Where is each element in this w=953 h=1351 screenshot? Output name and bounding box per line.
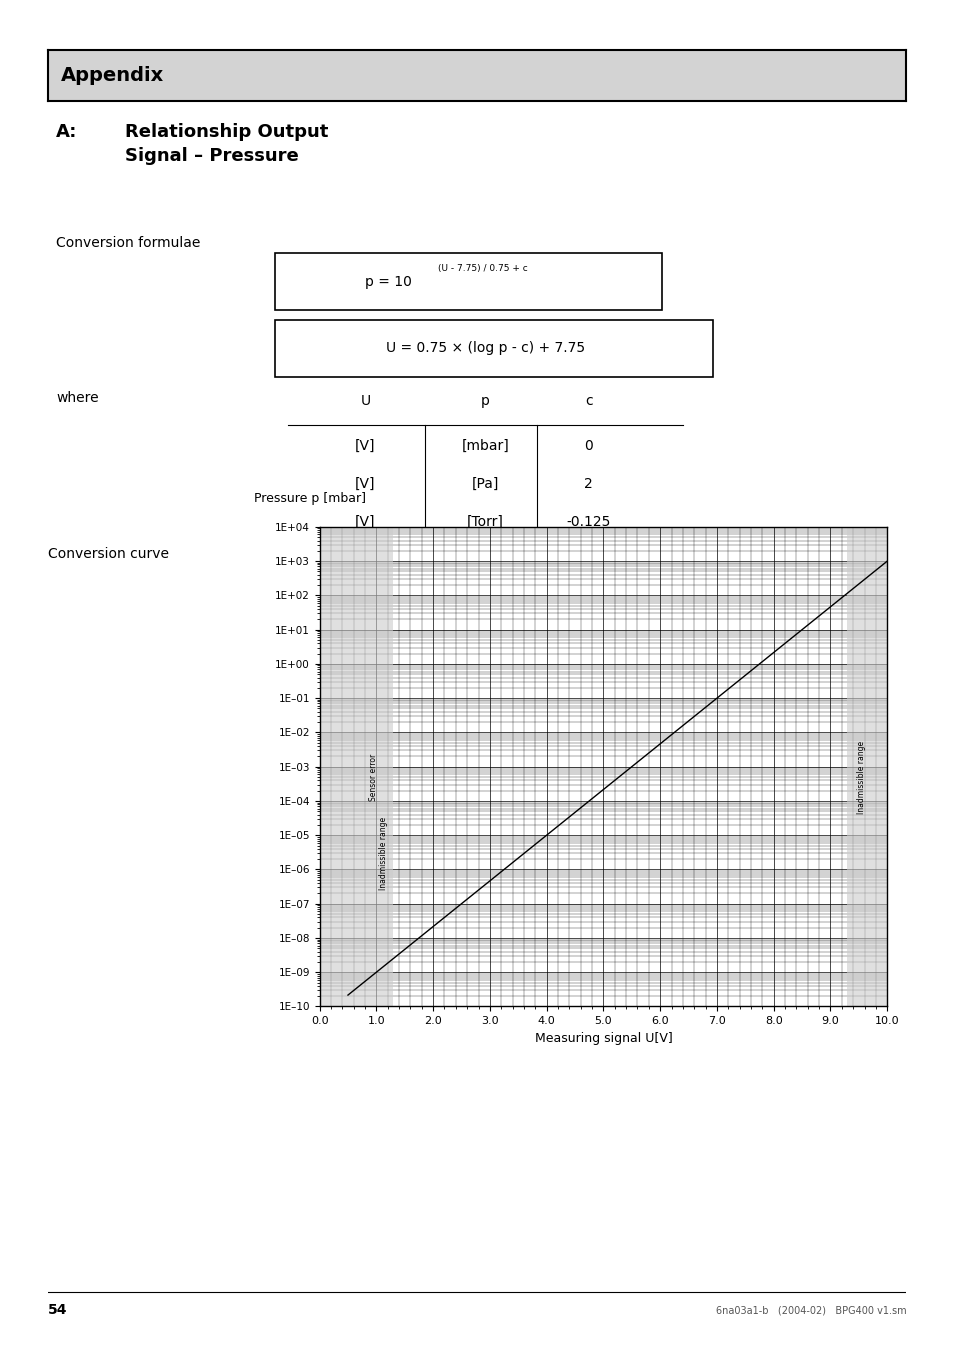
Text: [V]: [V] [355, 439, 375, 453]
Text: Inadmissible range: Inadmissible range [857, 740, 865, 813]
Text: A:: A: [56, 123, 77, 141]
Text: 0: 0 [583, 439, 593, 453]
Text: [V]: [V] [355, 477, 375, 490]
Text: Inadmissible range: Inadmissible range [378, 816, 387, 890]
Text: p = 10: p = 10 [365, 274, 412, 289]
Text: U: U [360, 394, 370, 408]
Text: Conversion curve: Conversion curve [48, 547, 169, 561]
Text: U = 0.75 × (log p - c) + 7.75: U = 0.75 × (log p - c) + 7.75 [386, 342, 584, 355]
Text: Relationship Output
Signal – Pressure: Relationship Output Signal – Pressure [125, 123, 328, 165]
Text: c: c [584, 394, 592, 408]
Text: [Pa]: [Pa] [472, 477, 498, 490]
Text: [mbar]: [mbar] [461, 439, 509, 453]
Text: 6na03a1-b   (2004-02)   BPG400 v1.sm: 6na03a1-b (2004-02) BPG400 v1.sm [715, 1305, 905, 1316]
Text: where: where [56, 392, 99, 405]
Text: [V]: [V] [355, 515, 375, 530]
Text: 2: 2 [583, 477, 593, 490]
Text: Pressure p [mbar]: Pressure p [mbar] [254, 492, 366, 505]
X-axis label: Measuring signal U[V]: Measuring signal U[V] [534, 1032, 672, 1044]
Bar [846, 527, 886, 1006]
Bar [319, 527, 393, 1006]
Text: Appendix: Appendix [61, 66, 164, 85]
Text: Sensor error: Sensor error [369, 754, 377, 801]
FancyBboxPatch shape [274, 320, 713, 377]
Text: (U - 7.75) / 0.75 + c: (U - 7.75) / 0.75 + c [437, 265, 528, 273]
Text: Conversion formulae: Conversion formulae [56, 235, 200, 250]
Text: [Torr]: [Torr] [467, 515, 503, 530]
FancyBboxPatch shape [274, 253, 661, 311]
Text: 54: 54 [48, 1304, 67, 1317]
Text: p: p [480, 394, 490, 408]
Text: -0.125: -0.125 [566, 515, 610, 530]
